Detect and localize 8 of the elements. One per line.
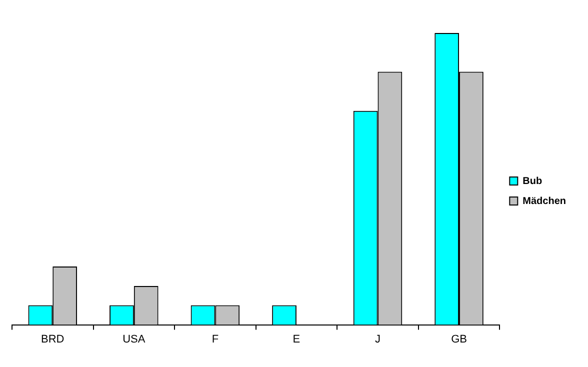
legend-label: Mädchen bbox=[522, 196, 566, 207]
x-tick-label: USA bbox=[122, 333, 146, 346]
x-tick-label: GB bbox=[451, 333, 467, 346]
x-tick-label: E bbox=[292, 333, 300, 346]
x-tick-label: F bbox=[212, 333, 219, 346]
x-tick-label: J bbox=[374, 333, 380, 346]
x-tick-label: BRD bbox=[41, 333, 64, 346]
legend-label: Bub bbox=[522, 176, 542, 187]
